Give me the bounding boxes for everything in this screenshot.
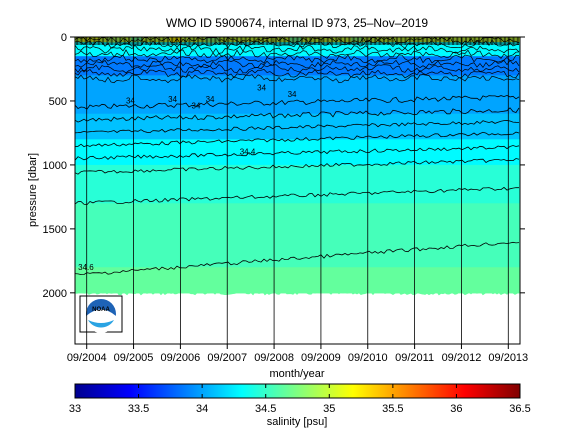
x-tick-label: 09/2008: [254, 352, 294, 364]
colorbar-ticks: 33 33.5 34 34.5 35 35.5 36 36.5: [69, 384, 531, 415]
plot-area: 34 34 34 34 34 34 34.4 34.6: [75, 37, 520, 296]
data-bottom-edge: [75, 290, 520, 296]
x-tick-label: 09/2006: [161, 352, 201, 364]
contour-line: [75, 94, 520, 110]
contour-label: 34: [126, 97, 135, 106]
contour-label: 34: [288, 90, 297, 99]
x-tick-label: 09/2005: [114, 352, 154, 364]
x-tick-label: 09/2012: [442, 352, 482, 364]
y-tick-label: 2000: [43, 288, 67, 300]
shallow-contour: [75, 59, 520, 69]
y-tick-label: 1500: [43, 224, 67, 236]
y-tick-label: 500: [49, 96, 67, 108]
svg-text:NOAA: NOAA: [92, 307, 110, 313]
x-tick-label: 09/2007: [207, 352, 247, 364]
contour-label: 34: [257, 84, 266, 93]
shallow-contour: [75, 69, 520, 79]
colorbar-tick-label: 34: [196, 403, 208, 415]
contour-line: [75, 107, 520, 123]
salinity-band: [75, 56, 520, 76]
shallow-contour: [75, 74, 520, 84]
noaa-logo: NOAA: [79, 295, 123, 333]
contour-label: 34.6: [78, 263, 94, 272]
surface-patch: [350, 37, 363, 41]
salinity-band: [75, 267, 520, 294]
plot-frame: [74, 36, 521, 345]
colorbar-tick-label: 36.5: [509, 403, 530, 415]
y-tick-label: 1000: [43, 160, 67, 172]
shallow-contour: [75, 54, 520, 64]
salinity-field: [75, 37, 520, 296]
colorbar-label: salinity [psu]: [267, 416, 328, 428]
colorbar: 33 33.5 34 34.5 35 35.5 36 36.5 salinity [psu]: [69, 383, 531, 428]
colorbar-tick-label: 34.5: [255, 403, 276, 415]
colorbar-gradient: [74, 383, 521, 399]
colorbar-tick-label: 36: [450, 403, 462, 415]
salinity-band: [75, 75, 520, 115]
contour-label: 34: [206, 95, 215, 104]
surface-patch: [170, 37, 182, 43]
colorbar-tick-label: 33.5: [128, 403, 149, 415]
x-axis: 09/2004 09/2005 09/2006 09/2007 09/2008 09/20…: [67, 37, 528, 364]
y-tick-label: 0: [61, 32, 67, 44]
surface-patch: [205, 37, 220, 43]
salinity-band: [75, 203, 520, 268]
colorbar-tick-label: 35: [323, 403, 335, 415]
contour-line: [75, 120, 520, 134]
colorbar-tick-label: 35.5: [382, 403, 403, 415]
contour-line: [75, 186, 520, 206]
x-axis-label: month/year: [269, 368, 324, 380]
salinity-band: [75, 113, 520, 140]
colorbar-tick-label: 33: [69, 403, 81, 415]
x-tick-label: 09/2009: [301, 352, 341, 364]
contour-label: 34: [168, 95, 177, 104]
contour-line: [75, 131, 520, 148]
contour-label: 34.4: [240, 148, 256, 157]
chart-title: WMO ID 5900674, internal ID 973, 25–Nov–…: [166, 16, 428, 30]
surface-patch: [289, 37, 302, 42]
profile-markers: [75, 37, 520, 45]
x-tick-label: 09/2004: [67, 352, 107, 364]
y-axis: 0 500 1000 1500 2000: [43, 32, 525, 300]
contour-line: [75, 158, 520, 175]
salinity-contours: 34 34 34 34 34 34 34.4 34.6: [75, 37, 520, 276]
contour-line: [75, 145, 520, 161]
shallow-contour: [75, 49, 520, 59]
shallow-contour: [75, 64, 520, 74]
contour-label: 34: [192, 102, 201, 111]
y-axis-label: pressure [dbar]: [27, 153, 39, 227]
x-tick-label: 09/2010: [348, 352, 388, 364]
shallow-contour: [75, 44, 520, 54]
contour-line: [75, 241, 520, 276]
x-tick-label: 09/2013: [488, 352, 528, 364]
x-tick-label: 09/2011: [395, 352, 434, 364]
